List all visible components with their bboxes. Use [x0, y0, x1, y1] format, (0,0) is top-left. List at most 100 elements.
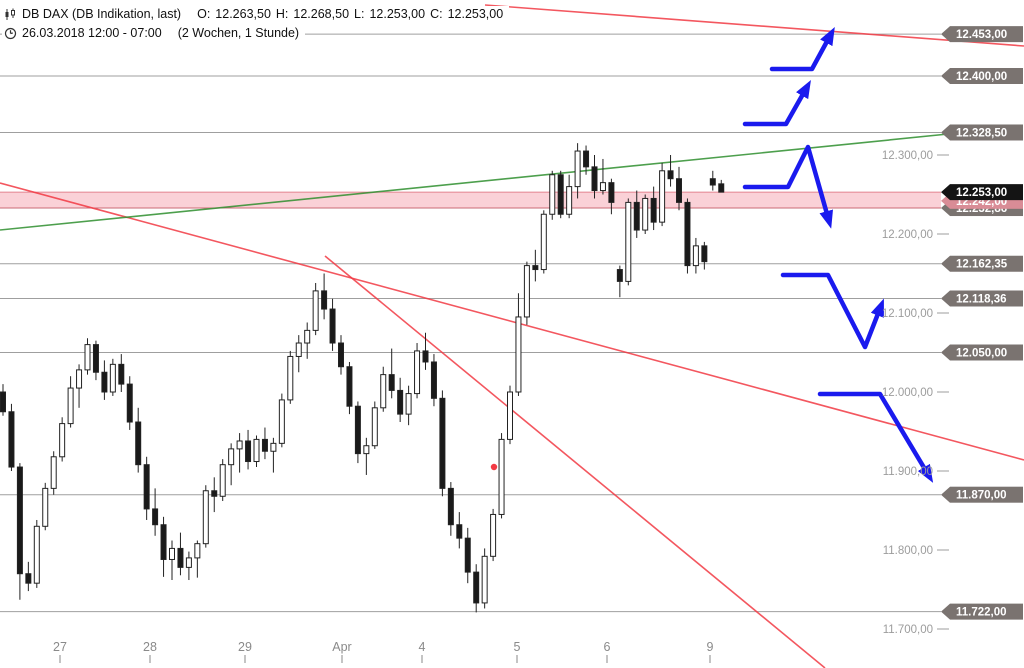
candle	[405, 385, 412, 426]
time-axis-label: 27	[53, 640, 67, 654]
price-tag-label: 12.118,36	[956, 293, 1007, 305]
arrow-scenario-up-1	[769, 26, 835, 72]
time-axis-label: 28	[143, 640, 157, 654]
candle	[456, 512, 463, 549]
arrow-scenario-down	[817, 391, 934, 483]
candle	[261, 427, 268, 460]
candle	[549, 170, 556, 220]
candle	[253, 435, 260, 468]
candle	[481, 548, 488, 609]
time-axis-label: 29	[238, 640, 252, 654]
gridlines	[0, 33, 941, 613]
time-axis-label: Apr	[332, 640, 351, 654]
candle	[304, 322, 311, 359]
open-label: O:	[197, 7, 211, 21]
candle	[363, 437, 370, 475]
time-axis-label: 9	[707, 640, 714, 654]
candle	[202, 485, 209, 548]
chart-header-line2: 26.03.2018 12:00 - 07:00 (2 Wochen, 1 St…	[2, 25, 306, 41]
interval-label: (2 Wochen, 1 Stunde)	[177, 26, 300, 40]
price-tag-label: 11.870,00	[956, 490, 1007, 502]
arrow-scenario-up-down	[742, 144, 834, 229]
candle	[422, 332, 429, 370]
candle	[109, 358, 116, 396]
candle	[236, 433, 243, 473]
candle	[650, 186, 657, 231]
scale-label: 11.800,00	[883, 545, 933, 557]
candle	[557, 170, 564, 219]
candle	[152, 488, 159, 536]
candle	[135, 407, 142, 473]
clock-icon	[4, 27, 17, 40]
candle	[439, 390, 446, 497]
price-tag-12.253,00: 12.253,00	[941, 184, 1023, 201]
price-scale-labels: 12.300,00 12.200,00 12.100,00 12.000,00 11.9…	[882, 150, 949, 636]
scale-label: 11.700,00	[883, 624, 933, 636]
candle	[312, 282, 319, 336]
price-tag-12.118,36: 12.118,36	[941, 290, 1023, 307]
candle	[84, 338, 91, 375]
candle	[287, 350, 294, 404]
price-tag-label: 12.328,50	[956, 127, 1007, 139]
low-label: L:	[354, 7, 365, 21]
candle	[295, 335, 302, 373]
close-label: C:	[430, 7, 443, 21]
price-tag-label: 12.162,35	[956, 259, 1008, 271]
candle	[532, 249, 539, 282]
scale-label: 12.300,00	[882, 150, 933, 162]
candle	[354, 401, 361, 464]
candle	[338, 335, 344, 375]
price-tag-11.722,00: 11.722,00	[941, 603, 1023, 620]
trendline-steep-downtrend	[324, 255, 826, 668]
candle	[126, 376, 133, 430]
candle	[380, 366, 387, 412]
time-axis-label: 5	[514, 640, 521, 654]
candle	[473, 564, 480, 613]
candle	[540, 210, 547, 274]
candlestick-icon	[4, 8, 17, 21]
price-tag-11.870,00: 11.870,00	[941, 486, 1023, 503]
arrow-scenario-down-up	[780, 272, 884, 350]
price-tag-label: 12.253,00	[956, 187, 1007, 199]
candle	[667, 155, 674, 187]
trendline-long-downtrend	[0, 182, 1024, 461]
price-tag-label: 11.722,00	[956, 607, 1007, 619]
candle	[490, 508, 497, 562]
candle	[228, 443, 235, 486]
entry-marker-dot	[490, 463, 498, 471]
time-axis: 27 28 29 Apr 4 5 6 9	[53, 640, 714, 663]
arrow-scenario-up-2	[742, 80, 811, 127]
trendline-rising-support	[0, 132, 959, 231]
candle	[59, 417, 66, 462]
scale-label: 12.100,00	[882, 308, 933, 320]
chart-header-line1: DB DAX (DB Indikation, last) O: 12.263,50…	[2, 6, 510, 22]
candle	[160, 516, 167, 577]
time-axis-label: 6	[604, 640, 611, 654]
candle	[270, 437, 277, 473]
candle	[219, 459, 226, 502]
candle	[194, 540, 201, 578]
low-value: 12.253,00	[369, 7, 426, 21]
candle	[278, 393, 285, 448]
candle	[464, 527, 471, 584]
candle	[523, 261, 530, 325]
price-tags: 12.453,0012.400,0012.328,5012.232,8612.1…	[941, 26, 1023, 620]
trendline-upper-resistance	[484, 4, 1024, 47]
candle	[245, 429, 252, 470]
candles-layer	[0, 143, 725, 613]
candle	[566, 174, 573, 219]
price-tag-label: 12.050,00	[956, 348, 1007, 360]
candle	[659, 162, 666, 227]
candle	[169, 540, 175, 581]
candle	[447, 482, 454, 536]
candle	[33, 519, 40, 588]
candle	[430, 354, 437, 407]
candle	[616, 265, 623, 298]
candle	[498, 433, 505, 519]
candle	[76, 364, 83, 408]
time-axis-label: 4	[419, 640, 426, 654]
candle	[388, 348, 395, 399]
high-value: 12.268,50	[293, 7, 350, 21]
